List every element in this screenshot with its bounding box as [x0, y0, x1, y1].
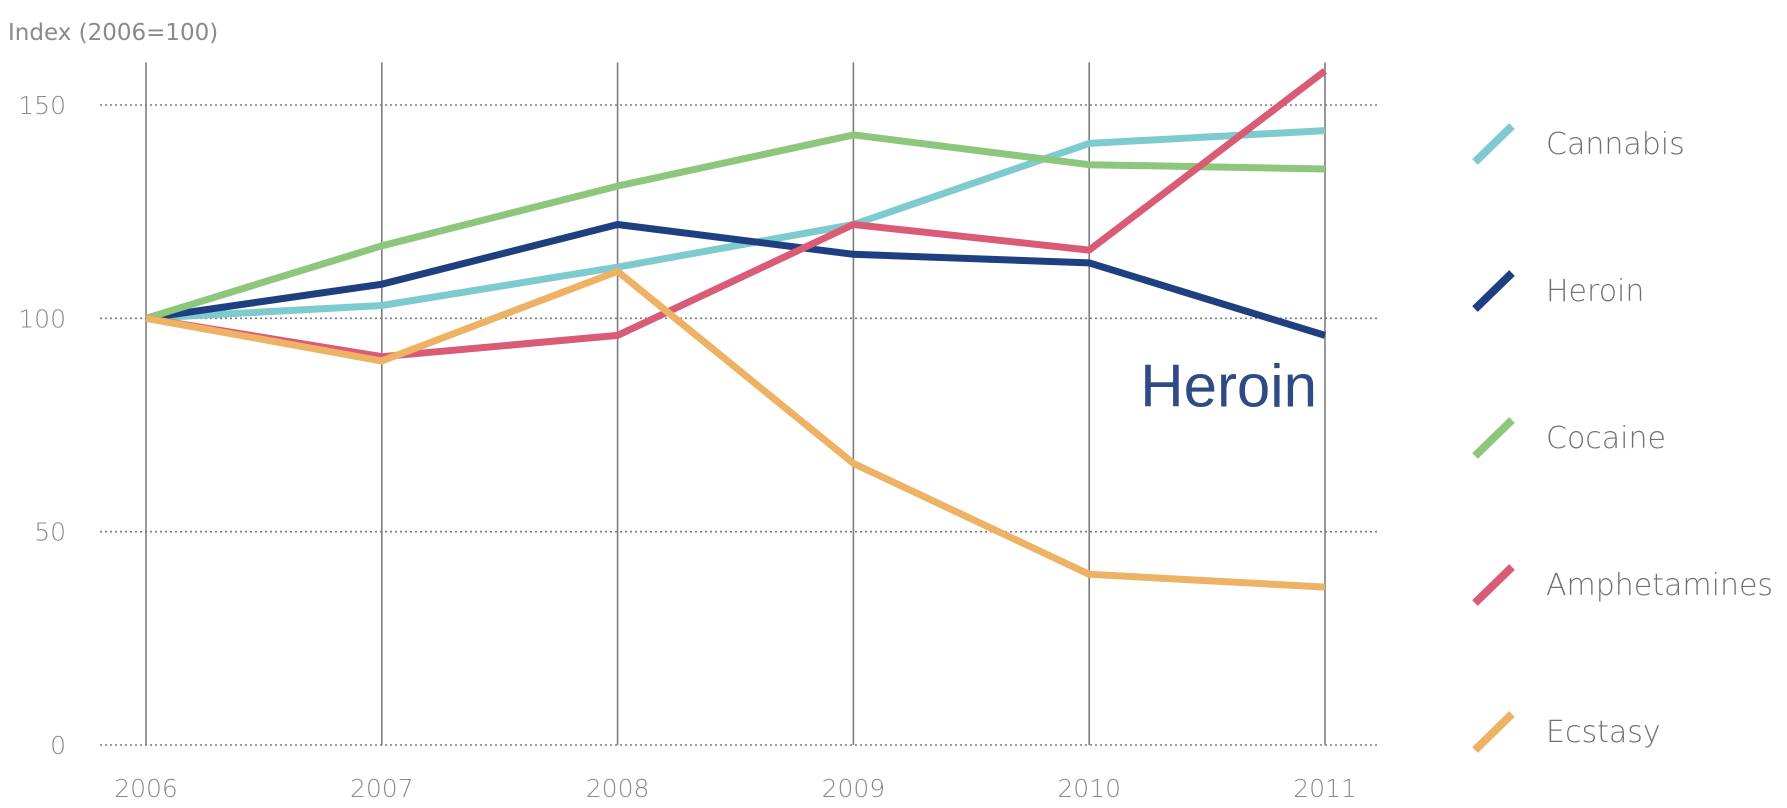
legend-swatch — [1472, 123, 1515, 165]
series-line-cannabis — [145, 127, 1326, 322]
legend-item: Heroin — [1472, 270, 1644, 312]
legend-label: Amphetamines — [1546, 568, 1773, 603]
annotation-label: Heroin — [1140, 353, 1317, 420]
y-tick-label: 0 — [50, 731, 66, 760]
y-tick-label: 100 — [18, 304, 66, 333]
series-lines — [144, 68, 1328, 591]
legend-item: Cannabis — [1472, 123, 1685, 165]
x-tick-label: 2010 — [1057, 774, 1121, 803]
y-tick-labels: 0 50 100 150 — [18, 91, 66, 760]
legend: Cannabis Heroin Cocaine Amphetamines Ecstasy — [1472, 123, 1773, 753]
y-tick-label: 150 — [18, 91, 66, 120]
y-tick-label: 50 — [34, 518, 66, 547]
x-tick-label: 2006 — [114, 774, 178, 803]
legend-swatch — [1472, 564, 1515, 606]
series-line-cocaine — [144, 131, 1326, 322]
annotations: Heroin — [1140, 353, 1317, 420]
x-tick-label: 2007 — [350, 774, 414, 803]
series-line-amphetamines — [145, 68, 1328, 361]
legend-item: Amphetamines — [1472, 564, 1773, 606]
legend-swatch — [1472, 417, 1515, 459]
x-tick-labels: 2006 2007 2008 2009 2010 2011 — [114, 774, 1357, 803]
series-line-heroin — [145, 221, 1327, 339]
series-line-ecstasy — [145, 267, 1326, 591]
legend-label: Cannabis — [1546, 127, 1685, 162]
legend-label: Ecstasy — [1546, 715, 1661, 750]
legend-label: Cocaine — [1546, 421, 1666, 456]
legend-swatch — [1472, 270, 1515, 312]
legend-label: Heroin — [1546, 274, 1644, 309]
legend-swatch — [1472, 711, 1515, 753]
x-tick-label: 2008 — [586, 774, 650, 803]
grid — [100, 62, 1380, 746]
legend-item: Cocaine — [1472, 417, 1666, 459]
legend-item: Ecstasy — [1472, 711, 1661, 753]
x-tick-label: 2009 — [822, 774, 886, 803]
x-tick-label: 2011 — [1293, 774, 1357, 803]
y-axis-title: Index (2006=100) — [8, 20, 218, 46]
